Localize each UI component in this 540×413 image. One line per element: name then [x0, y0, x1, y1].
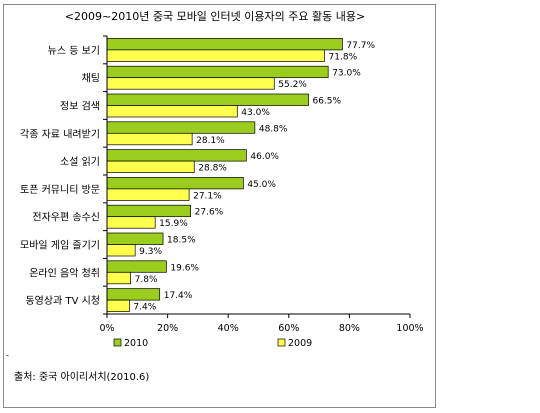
data-label-2010: 45.0%	[247, 180, 276, 190]
chart-title: <2009~2010년 중국 모바일 인터넷 이용자의 주요 활동 내용>	[64, 10, 366, 23]
category-label: 채팅	[82, 73, 100, 85]
bar-2010	[106, 149, 247, 162]
category-label: 소설 읽기	[60, 155, 100, 168]
data-label-2010: 77.7%	[346, 41, 375, 51]
category-label: 정보 검색	[60, 101, 100, 113]
data-label-2010: 19.6%	[170, 263, 199, 273]
bar-2009	[106, 132, 193, 146]
x-tick-label: 20%	[157, 323, 178, 334]
bar-2009	[106, 105, 238, 118]
data-label-2009: 55.2%	[278, 80, 307, 90]
bar-2010	[106, 38, 343, 51]
data-label-2010: 27.6%	[195, 208, 224, 218]
x-tick-label: 60%	[278, 323, 299, 334]
x-tick-label: 40%	[218, 323, 239, 334]
data-label-2009: 28.8%	[198, 164, 227, 174]
footnote-mark: -	[6, 351, 9, 360]
legend-swatch-2010	[113, 338, 122, 347]
category-label: 온라인 음악 청취	[29, 267, 100, 279]
bar-2009	[106, 216, 156, 229]
data-label-2010: 17.4%	[164, 291, 193, 301]
data-label-2010: 66.5%	[312, 97, 341, 107]
data-label-2009: 43.0%	[241, 108, 270, 118]
bar-2010	[106, 232, 164, 245]
bar-2010	[106, 177, 244, 190]
data-label-2010: 46.0%	[250, 152, 279, 162]
x-tick-label: 80%	[339, 323, 360, 334]
bar-2010	[106, 65, 329, 79]
bar-2009	[106, 49, 325, 62]
bar-2009	[106, 160, 195, 173]
category-label: 동영상과 TV 시청	[25, 295, 100, 307]
chart-frame	[3, 4, 436, 408]
bar-2010	[106, 288, 161, 301]
source-note: 출처: 중국 아이리서치(2010.6)	[14, 372, 150, 383]
bar-2009	[106, 299, 130, 312]
legend-swatch-2009	[277, 338, 286, 347]
data-label-2009: 71.8%	[329, 52, 358, 62]
data-label-2010: 73.0%	[332, 69, 361, 79]
bar-2010	[106, 121, 256, 134]
category-label: 토픈 커뮤니티 방문	[20, 184, 100, 196]
data-label-2009: 27.1%	[193, 191, 222, 201]
bar-2009	[106, 188, 190, 201]
bar-2009	[106, 271, 131, 285]
category-label: 모바일 게임 즐기기	[20, 239, 100, 252]
data-label-2009: 9.3%	[139, 247, 162, 257]
legend-label-2009: 2009	[288, 338, 312, 349]
data-label-2010: 18.5%	[167, 236, 196, 246]
bar-2010	[106, 260, 167, 273]
data-label-2010: 48.8%	[259, 124, 288, 134]
legend-label-2010: 2010	[124, 338, 148, 349]
category-label: 각종 자료 내려받기	[20, 128, 100, 140]
data-label-2009: 7.4%	[133, 303, 156, 313]
bar-2009	[106, 77, 275, 90]
x-tick-label: 100%	[396, 323, 423, 334]
bar-2010	[106, 93, 309, 106]
data-label-2009: 15.9%	[159, 219, 188, 229]
bar-2010	[106, 204, 191, 218]
data-label-2009: 7.8%	[135, 275, 158, 285]
data-label-2009: 28.1%	[196, 136, 225, 146]
bar-2009	[106, 244, 136, 257]
category-label: 전자우편 송수신	[32, 212, 100, 224]
x-tick-label: 0%	[99, 323, 114, 334]
category-label: 뉴스 등 보기	[48, 45, 100, 57]
